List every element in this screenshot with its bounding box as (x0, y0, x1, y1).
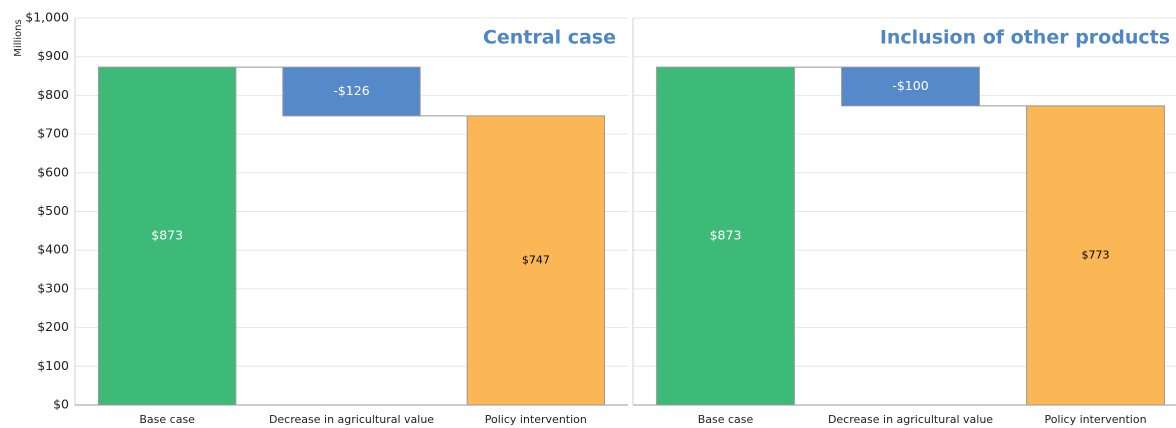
bar (466, 115, 605, 406)
bar (98, 66, 237, 406)
data-label: $873 (151, 228, 183, 243)
bar (656, 66, 795, 406)
y-tick-label: $300 (37, 280, 69, 295)
x-tick-label: Policy intervention (485, 413, 587, 426)
x-tick-label: Decrease in agricultural value (828, 413, 993, 426)
y-tick-label: $900 (37, 48, 69, 63)
bar (841, 66, 980, 107)
y-tick-label: $800 (37, 87, 69, 102)
data-label: $773 (1082, 248, 1110, 261)
y-axis-label: Millions (13, 19, 24, 56)
bar (1026, 105, 1165, 406)
y-tick-label: $700 (37, 126, 69, 141)
x-tick-label: Decrease in agricultural value (269, 413, 434, 426)
y-tick-label: $600 (37, 164, 69, 179)
bar (282, 66, 421, 117)
x-tick-label: Base case (698, 413, 754, 426)
y-tick-label: $0 (53, 397, 69, 412)
data-label: -$100 (892, 78, 928, 93)
y-tick-label: $500 (37, 203, 69, 218)
chart-title: Central case (483, 27, 616, 49)
x-tick-label: Policy intervention (1044, 413, 1146, 426)
x-tick-label: Base case (139, 413, 195, 426)
data-label: -$126 (333, 83, 369, 98)
data-label: $747 (522, 253, 550, 266)
y-tick-label: $400 (37, 242, 69, 257)
chart-title: Inclusion of other products (880, 27, 1170, 49)
data-label: $873 (710, 228, 742, 243)
y-tick-label: $1,000 (25, 10, 69, 25)
y-tick-label: $100 (37, 358, 69, 373)
y-tick-label: $200 (37, 319, 69, 334)
